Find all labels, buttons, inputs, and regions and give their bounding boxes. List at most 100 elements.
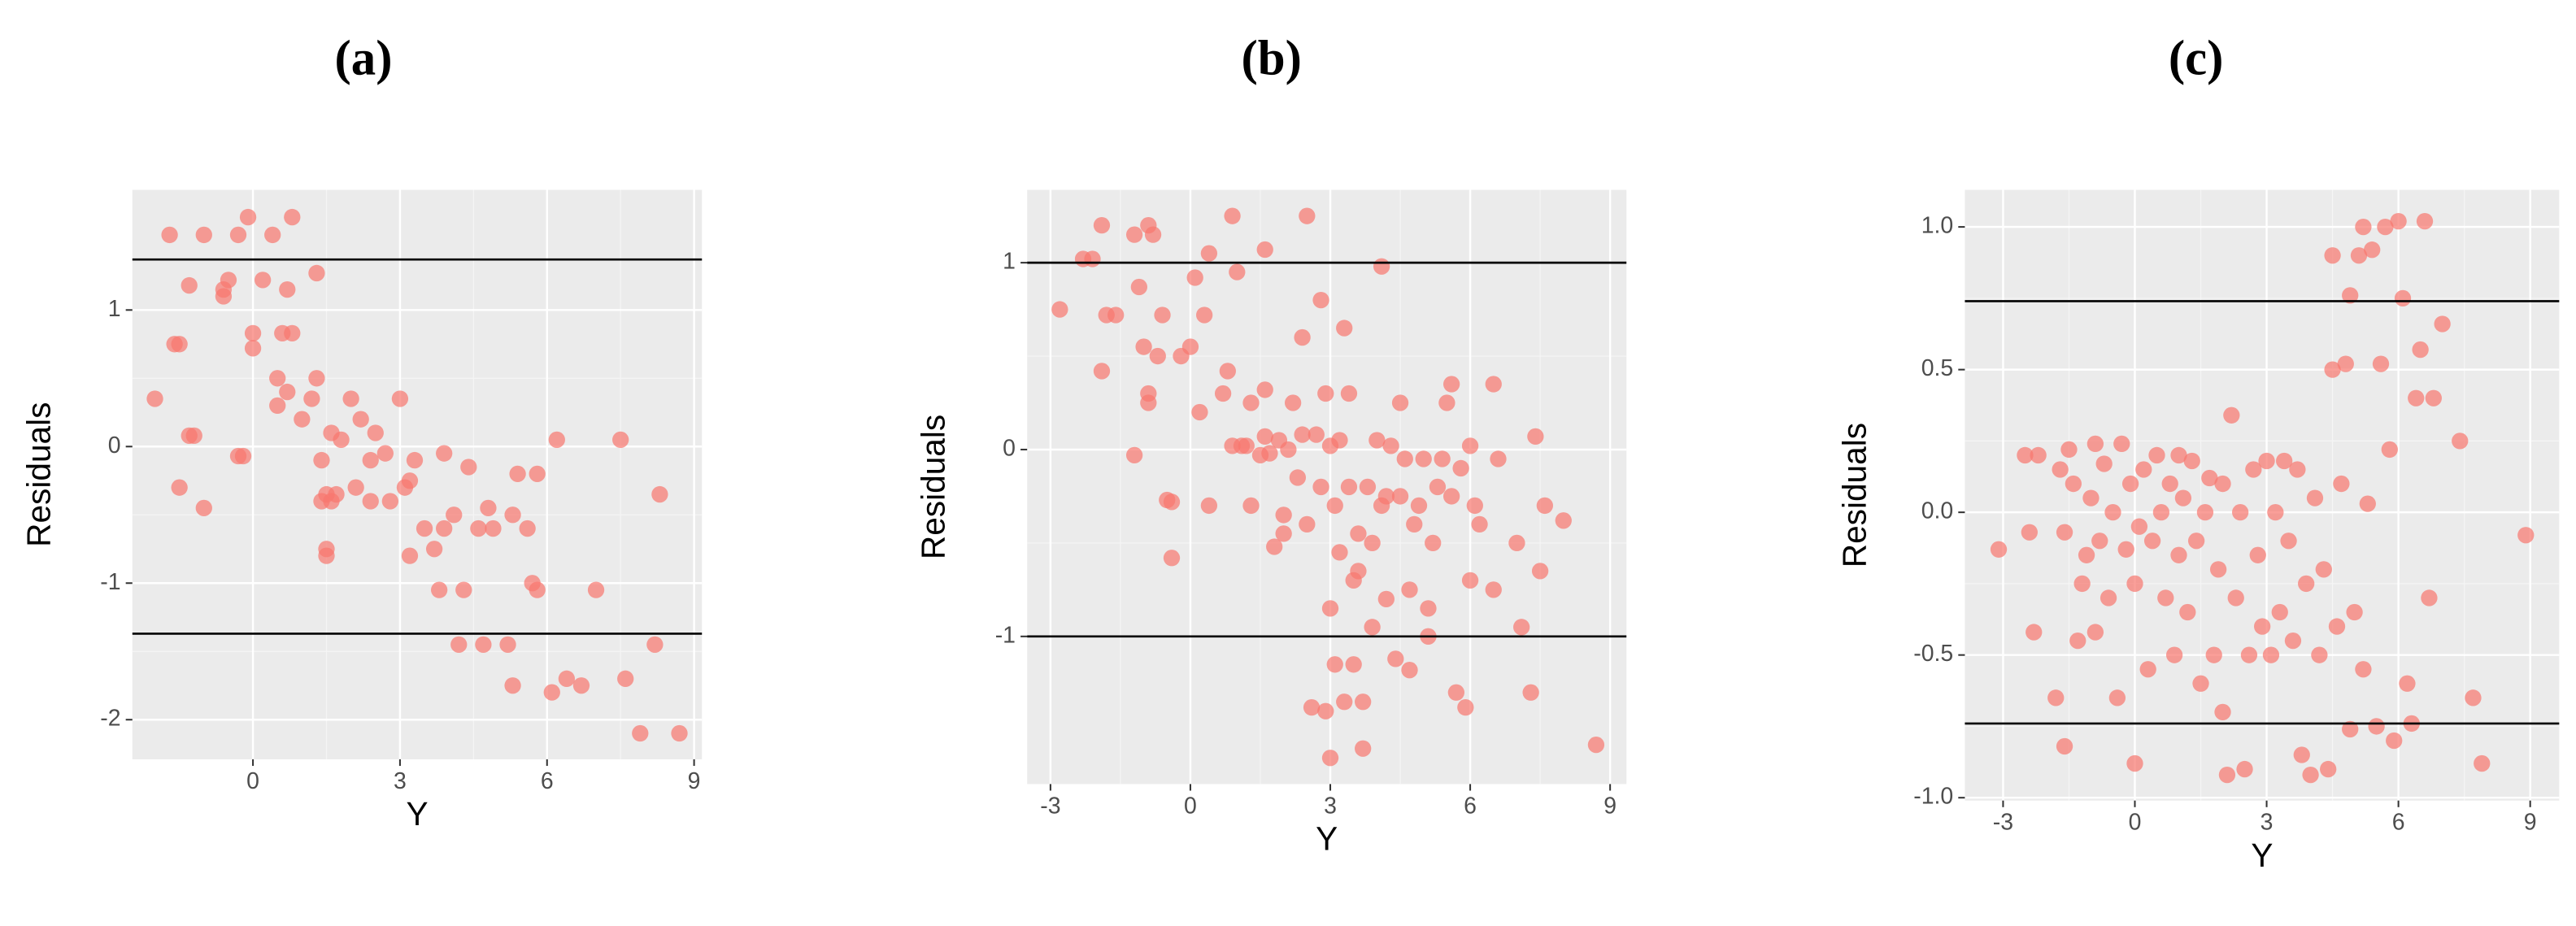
point (529, 465, 546, 483)
point (2021, 524, 2038, 541)
x-tick-label: 9 (1603, 793, 1617, 819)
point (2333, 475, 2350, 493)
point (2187, 533, 2205, 550)
x-tick-label: 0 (2129, 810, 2142, 836)
point (2306, 489, 2324, 506)
point (1471, 515, 1488, 533)
point (284, 324, 301, 342)
point (2183, 452, 2200, 470)
y-tick-label: 0 (108, 433, 121, 459)
point (2364, 241, 2381, 259)
point (1461, 572, 1479, 589)
point (455, 581, 472, 598)
point (2143, 533, 2161, 550)
point (1266, 538, 1283, 555)
plot-background (1965, 189, 2560, 801)
point (1196, 306, 1213, 324)
point (279, 383, 296, 401)
point (2231, 504, 2249, 521)
x-tick-label: 6 (1464, 793, 1477, 819)
point (2130, 518, 2148, 535)
point (2324, 247, 2341, 264)
point (2121, 475, 2139, 493)
point (1355, 740, 1372, 757)
point (2056, 737, 2073, 755)
point (1410, 497, 1428, 515)
point (1181, 338, 1199, 355)
point (2328, 618, 2346, 635)
y-tick-label: 1 (108, 296, 121, 322)
point (367, 424, 384, 441)
panel-title: (c) (2169, 31, 2224, 85)
point (2236, 760, 2253, 778)
point (587, 581, 605, 598)
point (2342, 287, 2359, 304)
point (2390, 212, 2407, 230)
point (1200, 245, 1218, 262)
point (1144, 226, 1162, 243)
point (2209, 561, 2227, 578)
point (1280, 441, 1297, 459)
point (1415, 450, 1432, 467)
point (475, 636, 492, 653)
point (430, 581, 448, 598)
point (2148, 446, 2165, 464)
point (504, 506, 521, 524)
point (2425, 389, 2442, 406)
point (1163, 493, 1181, 511)
point (2179, 603, 2196, 621)
point (504, 677, 521, 694)
y-tick-label: 1.0 (1921, 213, 1954, 239)
y-tick-label: 0 (1003, 435, 1016, 461)
point (1289, 469, 1307, 486)
point (2258, 452, 2275, 470)
point (1391, 394, 1409, 411)
point (1377, 590, 1395, 607)
point (195, 226, 212, 244)
point (2091, 533, 2108, 550)
point (2421, 589, 2438, 606)
point (1317, 385, 1334, 402)
point (1990, 541, 2008, 558)
point (2060, 441, 2078, 459)
point (1387, 650, 1404, 667)
point (1331, 432, 1348, 449)
point (1261, 445, 1278, 462)
point (2108, 689, 2126, 706)
point (2280, 533, 2297, 550)
point (1317, 702, 1334, 719)
point (161, 226, 178, 244)
point (362, 451, 379, 469)
x-tick-label: -3 (1993, 810, 2013, 836)
point (2214, 475, 2231, 493)
point (1340, 385, 1358, 402)
point (171, 336, 188, 353)
point (1303, 699, 1321, 716)
point (1214, 385, 1232, 402)
point (313, 451, 330, 469)
point (2474, 754, 2491, 772)
point (1229, 263, 1246, 280)
point (1200, 497, 1218, 515)
point (2170, 546, 2187, 563)
y-tick-label: 1 (1003, 249, 1016, 275)
point (1308, 426, 1325, 443)
point (1536, 497, 1553, 515)
point (2078, 546, 2095, 563)
point (2104, 504, 2121, 521)
x-axis-label: Y (1316, 820, 1338, 858)
y-tick-label: -0.5 (1913, 641, 1953, 667)
point (1447, 684, 1465, 701)
point (352, 411, 369, 428)
point (1093, 363, 1111, 380)
y-tick-label: -1.0 (1913, 784, 1953, 810)
point (1275, 506, 1292, 524)
point (2372, 355, 2390, 372)
point (2165, 646, 2183, 663)
point (2030, 446, 2047, 464)
point (333, 431, 350, 449)
point (2026, 624, 2043, 641)
point (1312, 478, 1329, 496)
point (2161, 475, 2178, 493)
point (2192, 675, 2209, 692)
